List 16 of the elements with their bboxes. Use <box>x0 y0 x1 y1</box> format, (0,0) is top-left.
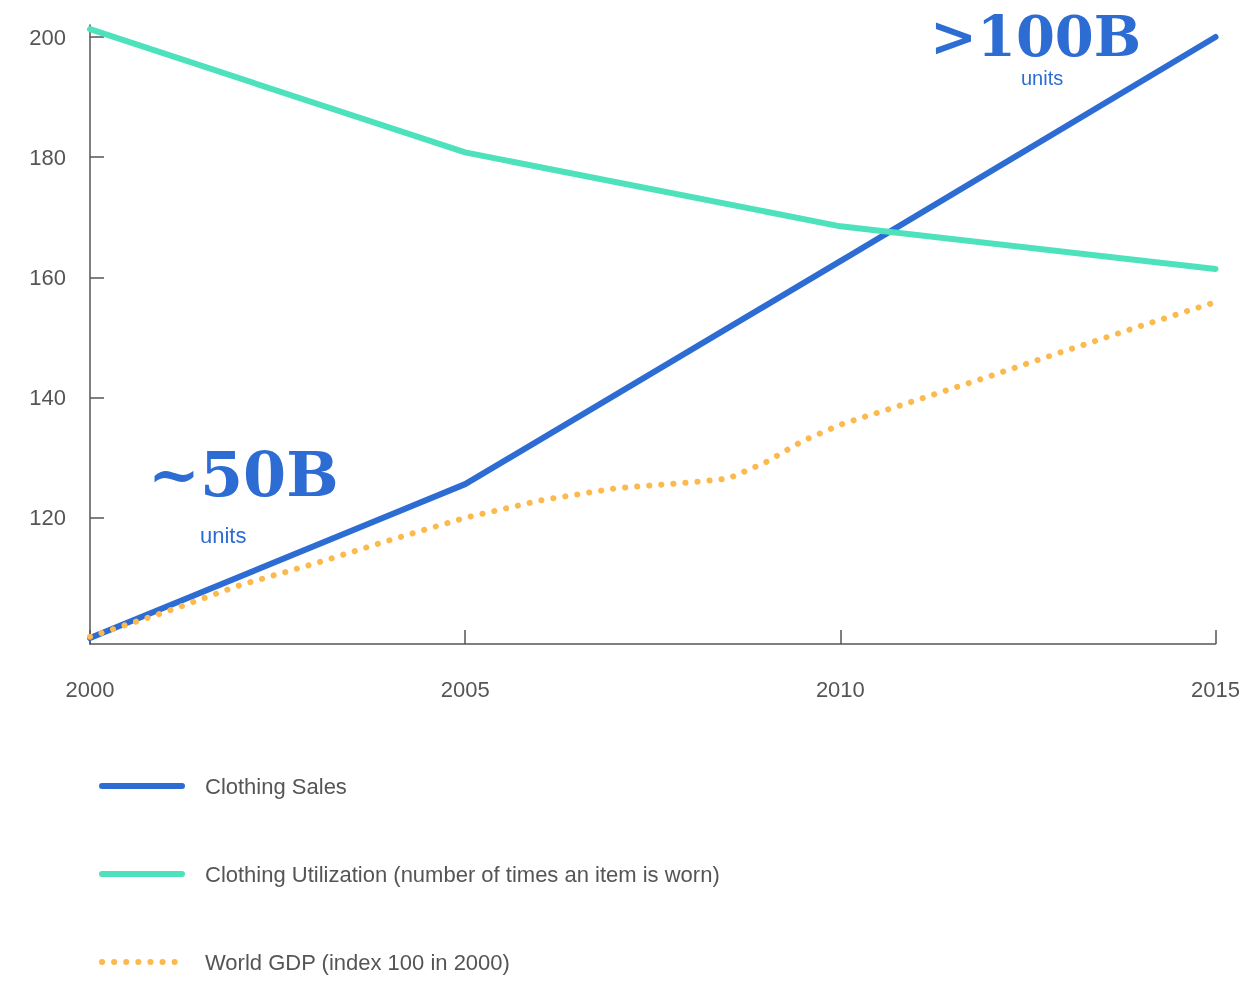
y-tick-label: 180 <box>29 144 66 170</box>
legend-label: Clothing Utilization (number of times an item is worn) <box>205 861 720 887</box>
annotation: units <box>1021 67 1064 89</box>
legend-label: Clothing Sales <box>205 773 347 799</box>
y-tick-label: 140 <box>29 385 66 411</box>
x-tick-label: 2015 <box>1191 676 1241 702</box>
y-tick-label: 160 <box>29 264 66 290</box>
annotation: ~50B <box>148 437 339 511</box>
y-tick-label: 200 <box>29 24 66 50</box>
legend-label: World GDP (index 100 in 2000) <box>205 949 510 975</box>
x-tick-label: 2000 <box>65 676 115 702</box>
x-tick-label: 2005 <box>440 676 490 702</box>
annotation: >100B <box>930 3 1142 69</box>
x-tick-label: 2010 <box>815 676 865 702</box>
annotation: units <box>200 522 247 548</box>
y-tick-label: 120 <box>29 505 66 531</box>
